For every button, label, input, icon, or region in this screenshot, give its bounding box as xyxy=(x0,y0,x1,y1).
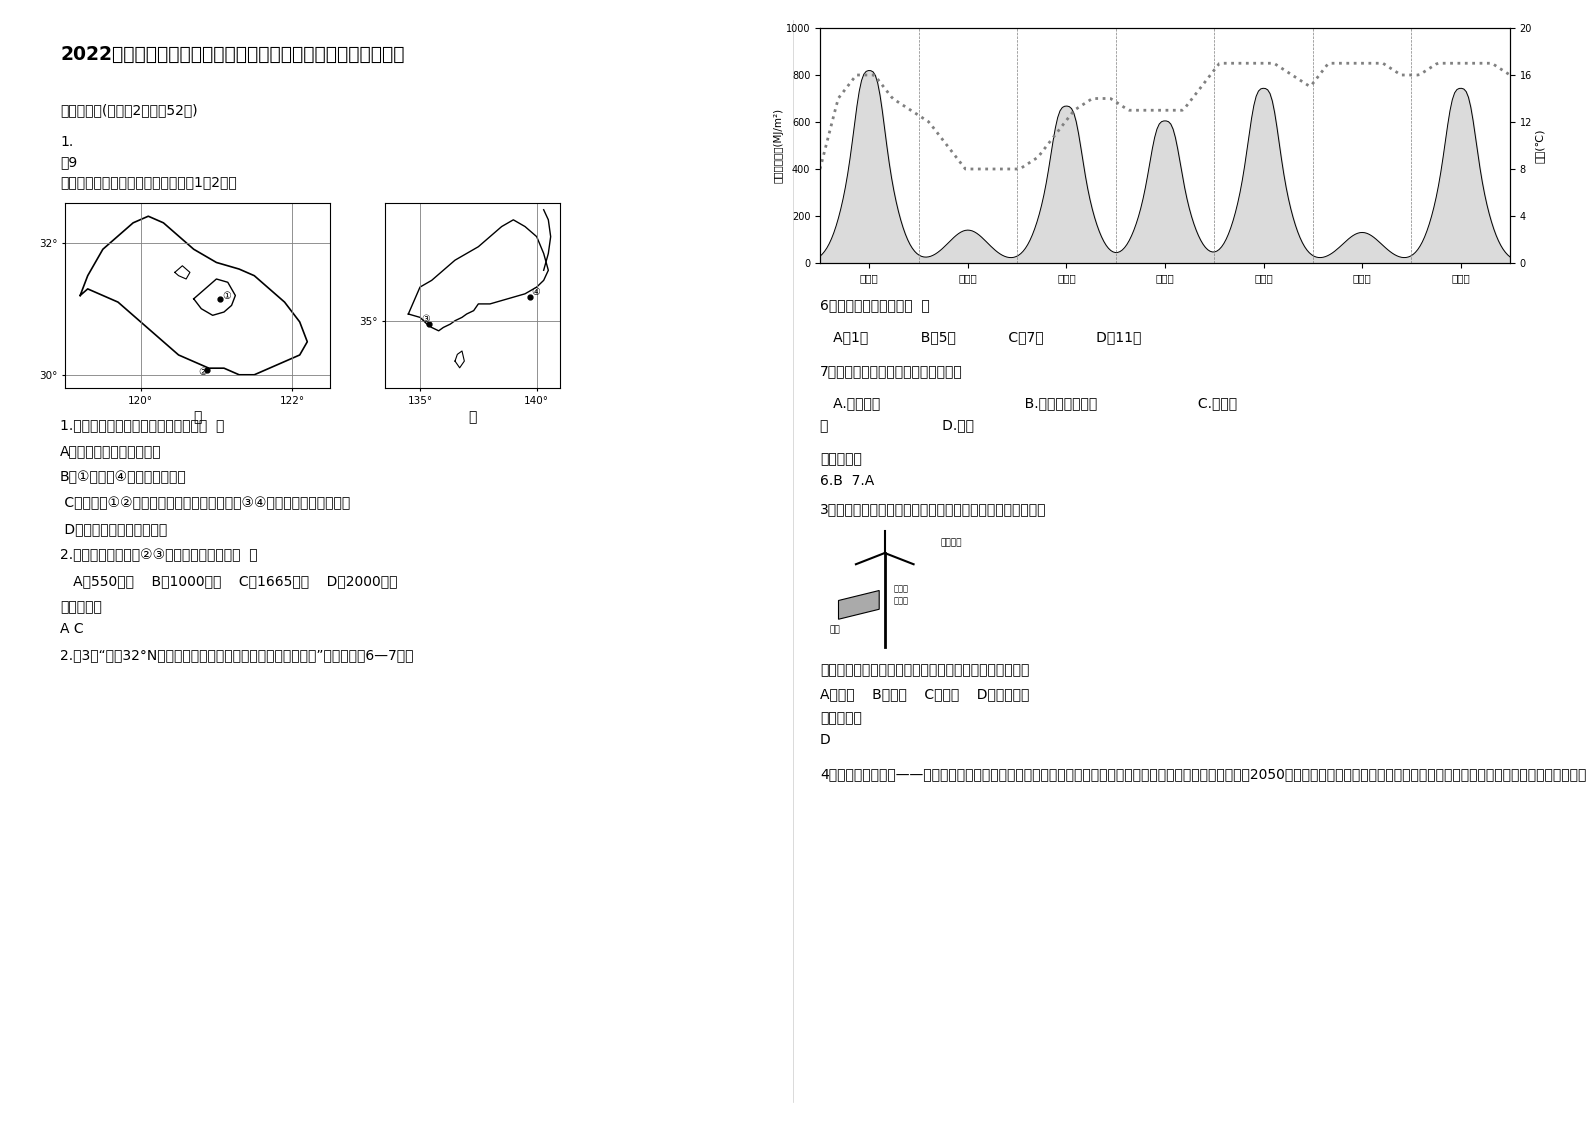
Y-axis label: 温度(℃): 温度(℃) xyxy=(1535,128,1544,163)
Text: 1.有关甲、乙两图的叙述，正确的是（  ）: 1.有关甲、乙两图的叙述，正确的是（ ） xyxy=(60,419,224,432)
Text: A.阴雨天气                                 B.正午太阳高度小                       C.太阳活: A.阴雨天气 B.正午太阳高度小 C.太阳活 xyxy=(820,396,1238,410)
Text: 6．该周最有可能属于（  ）: 6．该周最有可能属于（ ） xyxy=(820,298,930,312)
Text: 太阳能: 太阳能 xyxy=(893,585,909,594)
Text: ②: ② xyxy=(198,367,206,377)
Polygon shape xyxy=(194,279,235,315)
Text: A．550千米    B．1000千米    C．1665千米    D．2000千米: A．550千米 B．1000千米 C．1665千米 D．2000千米 xyxy=(60,574,397,588)
Y-axis label: 太阳辐射强度(MJ/m²): 太阳辐射强度(MJ/m²) xyxy=(773,108,782,183)
Text: 风力发电: 风力发电 xyxy=(940,539,962,548)
Text: 路灯: 路灯 xyxy=(830,625,840,635)
Text: 下图为东亚两个地区略图，读图回呈1～2题。: 下图为东亚两个地区略图，读图回呈1～2题。 xyxy=(60,175,236,188)
Polygon shape xyxy=(838,590,879,619)
Text: ④: ④ xyxy=(530,287,540,297)
Text: 蓄电池: 蓄电池 xyxy=(893,597,909,606)
Text: ①: ① xyxy=(222,291,232,301)
Text: 从自然地理考虑，下列城市最适宜利用这种路灯照明的是: 从自然地理考虑，下列城市最适宜利用这种路灯照明的是 xyxy=(820,663,1030,677)
Text: D: D xyxy=(820,733,830,747)
Text: B．①城市在④城市的东北方向: B．①城市在④城市的东北方向 xyxy=(60,470,187,484)
Text: 6.B  7.A: 6.B 7.A xyxy=(820,473,874,488)
Text: A．甲图的比例尺较乙图大: A．甲图的比例尺较乙图大 xyxy=(60,444,162,458)
Text: 3．下图为我国某地风光互补路灯示意图。读图，完成下题。: 3．下图为我国某地风光互补路灯示意图。读图，完成下题。 xyxy=(820,502,1046,516)
Text: ③: ③ xyxy=(421,314,430,324)
Text: 参考答案：: 参考答案： xyxy=(820,452,862,466)
Text: 参考答案：: 参考答案： xyxy=(820,711,862,725)
Text: 4．世界第八大奇观——「大堡礁」每年吸引成千上万的游客前来观赏，但一项调查显示，大堡礁绝大部分将会在2050年消失，取而代之的只是大片水草，该地的旅游业和捕鱼业: 4．世界第八大奇观——「大堡礁」每年吸引成千上万的游客前来观赏，但一项调查显示，… xyxy=(820,767,1587,781)
Text: 2.根据地理坐标判断②③城市间的距离约为（  ）: 2.根据地理坐标判断②③城市间的距离约为（ ） xyxy=(60,548,257,562)
Text: 参考答案：: 参考答案： xyxy=(60,600,102,614)
Text: 动                          D.地震: 动 D.地震 xyxy=(820,419,974,432)
Text: A．1月            B．5月            C．7月            D．11月: A．1月 B．5月 C．7月 D．11月 xyxy=(820,330,1141,344)
Text: A．厦门    B．重庆    C．台北    D．呼和浩特: A．厦门 B．重庆 C．台北 D．呼和浩特 xyxy=(820,687,1030,701)
Text: 7．星期二平均气温最低的原因主要是: 7．星期二平均气温最低的原因主要是 xyxy=(820,364,963,378)
Text: C．甲图中①②城市之间的实地距离比乙图中③④城市之间的实地距离远: C．甲图中①②城市之间的实地距离比乙图中③④城市之间的实地距离远 xyxy=(60,496,351,511)
Text: 一、选择题(每小题2分，內52分): 一、选择题(每小题2分，內52分) xyxy=(60,103,198,117)
Text: D．乙图所描述的内容详细: D．乙图所描述的内容详细 xyxy=(60,522,167,536)
Text: A C: A C xyxy=(60,622,84,636)
Text: 1.: 1. xyxy=(60,135,73,149)
Text: 2.图3为“我国32°N某地区某一周的气温与太阳辐射强度周变化”，据图完成6—7题。: 2.图3为“我国32°N某地区某一周的气温与太阳辐射强度周变化”，据图完成6—7… xyxy=(60,649,414,662)
X-axis label: 乙: 乙 xyxy=(468,410,476,424)
Text: 2022年山西省朔州市金沙滩中学高三地理下学期期末试题含解析: 2022年山西省朔州市金沙滩中学高三地理下学期期末试题含解析 xyxy=(60,45,405,64)
X-axis label: 甲: 甲 xyxy=(194,410,202,424)
Text: 图9: 图9 xyxy=(60,155,78,169)
